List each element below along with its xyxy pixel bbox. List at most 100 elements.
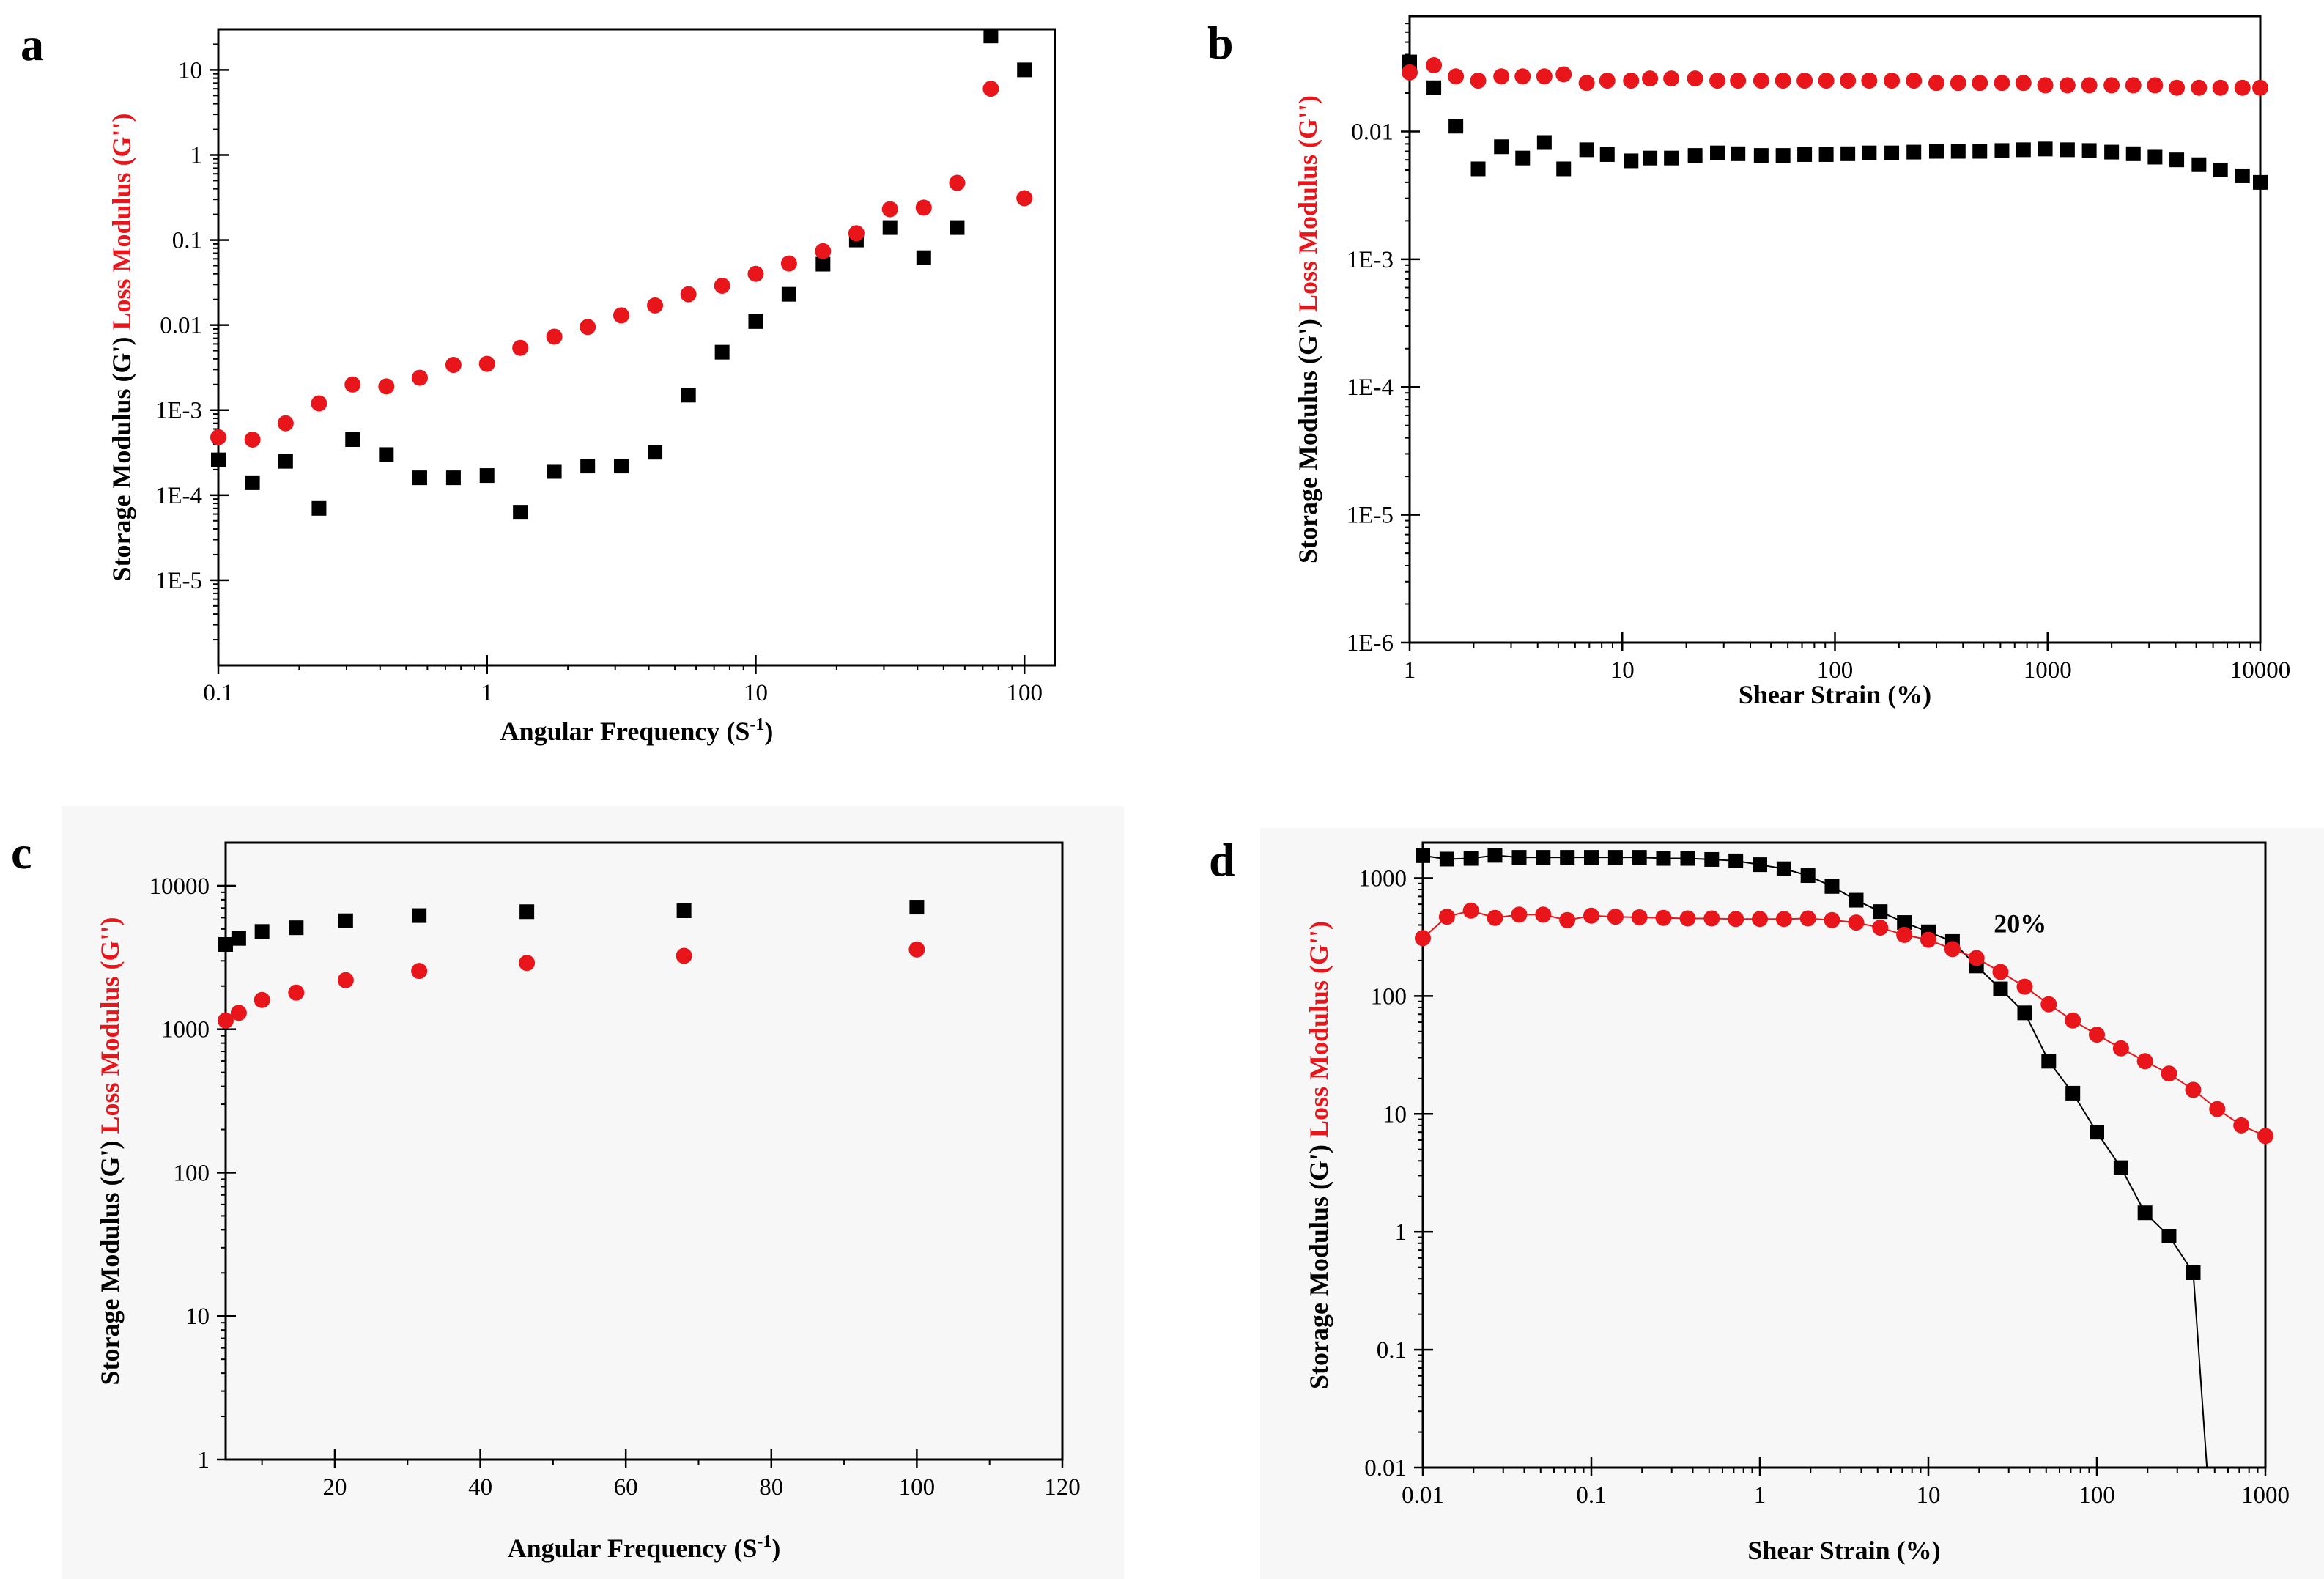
x-axis-title-superscript: -1 bbox=[757, 1532, 771, 1551]
y-tick-label: 1000 bbox=[161, 1017, 210, 1043]
loss-modulus-point bbox=[2234, 79, 2251, 96]
panel-a: a 0.1 1 10 100 1E-5 1E-4 1E-3 0.01 0.1 1 10 Angular … bbox=[21, 18, 1056, 746]
storage-modulus-point bbox=[1704, 851, 1720, 867]
storage-modulus-point bbox=[916, 250, 931, 265]
storage-modulus-series bbox=[1416, 848, 2208, 1468]
storage-modulus-point bbox=[2147, 149, 2163, 165]
loss-modulus-point bbox=[1493, 68, 1510, 85]
panel-b: b 1 10 100 1000 10000 1E-6 1E-5 1E-4 1E-3 0.01 Shea… bbox=[1207, 15, 2290, 709]
x-tick-label: 0.1 bbox=[203, 680, 233, 706]
plot-frame bbox=[217, 28, 1056, 667]
loss-modulus-point bbox=[1703, 910, 1720, 927]
loss-modulus-point bbox=[218, 1012, 234, 1029]
storage-modulus-point bbox=[1818, 147, 1834, 162]
storage-modulus-point bbox=[519, 904, 535, 920]
x-axis-title: Angular Frequency (S-1) bbox=[508, 1532, 781, 1563]
storage-modulus-point bbox=[1643, 150, 1658, 166]
y-tick-label: 0.1 bbox=[1377, 1337, 1407, 1364]
storage-modulus-point bbox=[1862, 145, 1877, 160]
storage-modulus-point bbox=[1560, 850, 1575, 865]
x-tick-label: 120 bbox=[1044, 1474, 1081, 1501]
loss-modulus-point bbox=[1511, 906, 1528, 923]
loss-modulus-point bbox=[1016, 190, 1033, 207]
loss-modulus-point bbox=[1487, 909, 1503, 926]
loss-modulus-point bbox=[1872, 920, 1889, 936]
loss-modulus-point bbox=[1752, 911, 1768, 928]
loss-modulus-point bbox=[1775, 911, 1792, 928]
storage-modulus-point bbox=[278, 454, 293, 469]
plot-area bbox=[218, 900, 925, 1029]
storage-modulus-point bbox=[1664, 150, 1679, 166]
x-tick-label: 1 bbox=[1754, 1482, 1766, 1509]
loss-modulus-point bbox=[1448, 68, 1465, 85]
loss-modulus-point bbox=[1796, 73, 1813, 89]
loss-modulus-point bbox=[2191, 79, 2208, 96]
loss-modulus-point bbox=[1655, 909, 1672, 926]
loss-modulus-point bbox=[1861, 73, 1878, 89]
loss-modulus-point bbox=[1583, 907, 1599, 924]
y-tick-label: 100 bbox=[174, 1160, 210, 1186]
storage-modulus-point bbox=[1579, 142, 1594, 158]
storage-modulus-point bbox=[2191, 157, 2207, 172]
x-tick-label: 1000 bbox=[2024, 657, 2072, 684]
storage-modulus-point bbox=[1906, 144, 1922, 160]
storage-modulus-point bbox=[1494, 139, 1509, 155]
loss-modulus-point bbox=[1848, 914, 1865, 931]
storage-modulus-point bbox=[1599, 147, 1615, 162]
storage-modulus-point bbox=[781, 286, 796, 302]
loss-modulus-point bbox=[378, 378, 395, 395]
x-axis-title: Shear Strain (%) bbox=[1747, 1536, 1940, 1565]
y-axis-title: Storage Modulus (G') Loss Modulus (G'') bbox=[107, 113, 136, 581]
x-tick-label: 10 bbox=[1917, 1482, 1941, 1509]
plot-area bbox=[1415, 848, 2273, 1468]
loss-modulus-series bbox=[210, 81, 1033, 448]
x-axis-title-end: ) bbox=[764, 717, 773, 746]
loss-modulus-point bbox=[2252, 79, 2268, 96]
storage-modulus-point bbox=[983, 29, 999, 44]
storage-modulus-point bbox=[2041, 1054, 2057, 1069]
storage-modulus-point bbox=[1515, 150, 1531, 166]
storage-modulus-point bbox=[882, 220, 898, 235]
loss-modulus-point bbox=[1824, 911, 1840, 928]
x-tick-label: 0.1 bbox=[1576, 1482, 1606, 1509]
loss-modulus-point bbox=[411, 963, 428, 980]
storage-modulus-point bbox=[1017, 62, 1032, 78]
loss-modulus-series bbox=[1415, 902, 2273, 1145]
loss-modulus-point bbox=[277, 415, 294, 432]
x-tick-label: 100 bbox=[1006, 680, 1043, 706]
storage-modulus-point bbox=[2038, 141, 2053, 157]
loss-modulus-point bbox=[288, 984, 305, 1001]
y-tick-label: 1E-4 bbox=[155, 483, 202, 509]
loss-modulus-point bbox=[747, 265, 764, 282]
storage-modulus-point bbox=[211, 452, 226, 467]
storage-modulus-point bbox=[1607, 850, 1623, 865]
y-axis-title: Storage Modulus (G') Loss Modulus (G'') bbox=[1293, 95, 1322, 563]
loss-modulus-point bbox=[1642, 70, 1659, 87]
y-axis-title-storage: Storage Modulus (G') bbox=[1293, 319, 1322, 563]
storage-modulus-point bbox=[2186, 1265, 2201, 1280]
loss-modulus-point bbox=[1402, 64, 1418, 81]
storage-modulus-point bbox=[1470, 161, 1486, 177]
loss-modulus-point bbox=[2065, 1012, 2081, 1029]
loss-modulus-point bbox=[1555, 66, 1572, 83]
y-tick-label: 1E-5 bbox=[1347, 503, 1394, 529]
storage-modulus-point bbox=[909, 900, 925, 915]
y-tick-label: 10 bbox=[178, 57, 202, 84]
plot-frame bbox=[1421, 841, 2267, 1469]
storage-modulus-point bbox=[2060, 142, 2075, 158]
loss-modulus-point bbox=[2209, 1101, 2226, 1117]
loss-modulus-point bbox=[2103, 77, 2120, 94]
storage-modulus-point bbox=[1426, 80, 1442, 95]
storage-modulus-point bbox=[580, 459, 596, 474]
storage-modulus-point bbox=[1536, 850, 1551, 865]
storage-modulus-point bbox=[1800, 868, 1816, 884]
storage-modulus-point bbox=[1928, 144, 1944, 159]
loss-modulus-point bbox=[2081, 77, 2098, 94]
storage-modulus-point bbox=[379, 447, 394, 462]
loss-modulus-point bbox=[2147, 77, 2164, 94]
storage-modulus-point bbox=[2017, 1005, 2032, 1021]
storage-modulus-point bbox=[648, 445, 663, 460]
loss-modulus-point bbox=[1753, 73, 1769, 89]
storage-modulus-point bbox=[231, 931, 246, 946]
loss-modulus-point bbox=[2037, 77, 2054, 94]
